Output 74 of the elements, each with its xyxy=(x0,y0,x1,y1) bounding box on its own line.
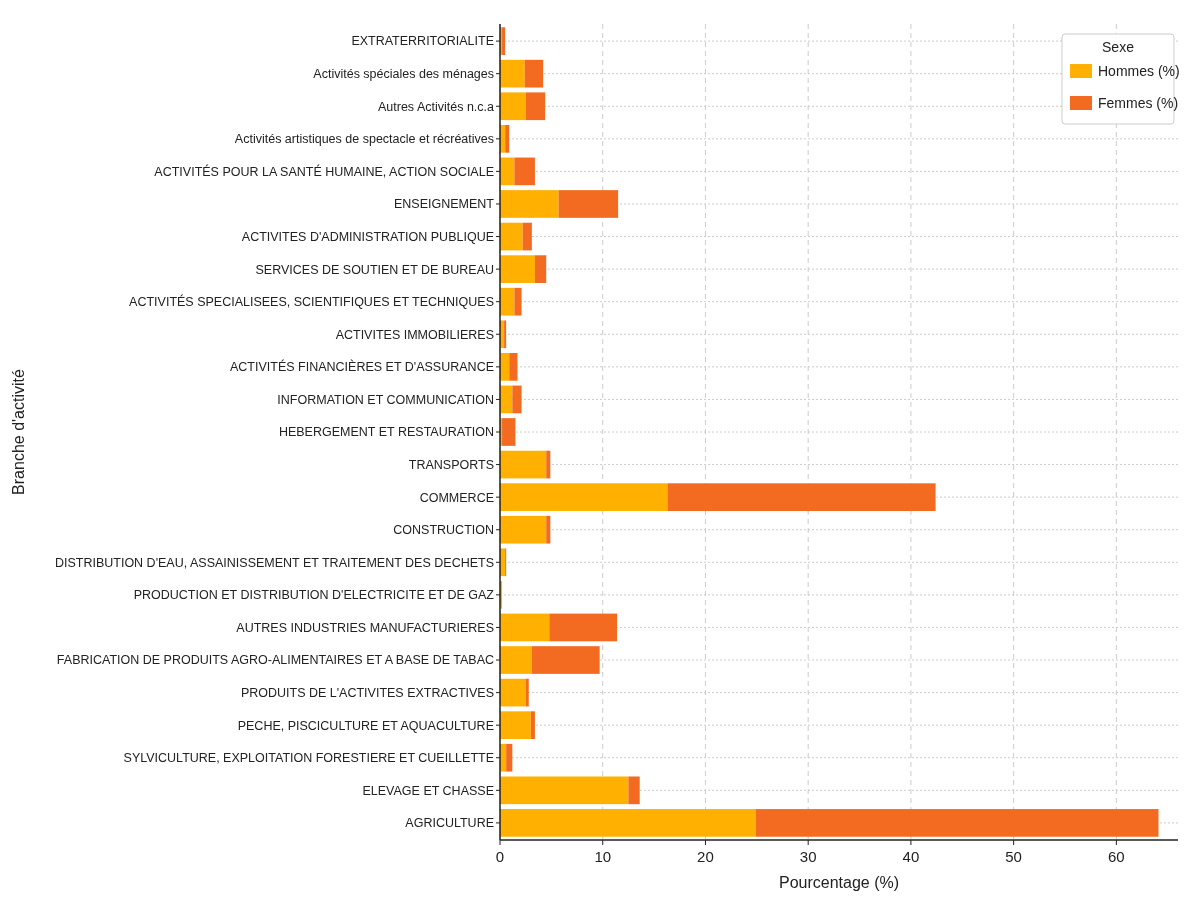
y-tick-label: CONSTRUCTION xyxy=(393,523,494,538)
y-tick-label: ACTIVITÉS SPECIALISEES, SCIENTIFIQUES ET TECHNIQUES xyxy=(129,294,494,310)
bar xyxy=(509,353,518,381)
bar xyxy=(500,287,515,316)
bar xyxy=(500,776,629,805)
y-tick-label: ACTIVITES D'ADMINISTRATION PUBLIQUE xyxy=(241,229,494,244)
y-tick-label: SERVICES DE SOUTIEN ET DE BUREAU xyxy=(255,262,494,277)
y-tick-label: SYLVICULTURE, EXPLOITATION FORESTIERE ET CUEILLETTE xyxy=(123,751,494,766)
y-tick-label: INFORMATION ET COMMUNICATION xyxy=(277,392,494,407)
bar xyxy=(500,515,547,544)
bar xyxy=(531,646,600,674)
y-tick-label: FABRICATION DE PRODUITS AGRO-ALIMENTAIRES ET A BASE DE TABAC xyxy=(56,653,494,668)
bar xyxy=(546,515,551,544)
x-tick-label: 40 xyxy=(902,848,920,865)
bar xyxy=(500,92,526,121)
y-tick-label: TRANSPORTS xyxy=(408,457,494,472)
bar xyxy=(500,613,550,642)
y-tick-label: ELEVAGE ET CHASSE xyxy=(362,783,494,798)
bar xyxy=(505,124,510,153)
bar xyxy=(667,483,936,511)
y-tick-label: AGRICULTURE xyxy=(405,816,494,831)
bar xyxy=(530,711,535,740)
bar xyxy=(524,59,544,88)
y-tick-label: Activités spéciales des ménages xyxy=(313,67,494,82)
y-tick-label: ACTIVITÉS POUR LA SANTÉ HUMAINE, ACTION SOCIALE xyxy=(154,163,494,179)
bar xyxy=(546,450,551,479)
x-tick-label: 0 xyxy=(495,848,505,865)
bar xyxy=(500,483,668,511)
bar xyxy=(500,59,525,88)
bar xyxy=(755,809,1159,837)
bar xyxy=(500,809,756,837)
y-tick-label: COMMERCE xyxy=(419,490,494,505)
y-tick-label: PECHE, PISCICULTURE ET AQUACULTURE xyxy=(237,718,494,733)
y-tick-label: ENSEIGNEMENT xyxy=(393,197,495,212)
bar xyxy=(512,385,522,414)
y-tick-label: Autres Activités n.c.a xyxy=(377,99,495,114)
x-tick-label: 50 xyxy=(1005,848,1022,865)
bar xyxy=(500,255,535,283)
x-tick-label: 30 xyxy=(799,848,817,865)
bar xyxy=(500,450,547,479)
bar xyxy=(506,743,513,772)
bar xyxy=(500,678,526,707)
bar xyxy=(525,92,546,121)
x-tick-label: 20 xyxy=(697,848,714,865)
bar xyxy=(504,320,507,349)
bar xyxy=(500,222,523,251)
y-tick-label: PRODUITS DE L'ACTIVITES EXTRACTIVES xyxy=(240,685,494,700)
y-tick-label: HEBERGEMENT ET RESTAURATION xyxy=(278,425,494,440)
bar xyxy=(558,190,619,218)
legend-label: Hommes (%) xyxy=(1098,62,1180,79)
y-tick-label: ACTIVITÉS FINANCIÈRES ET D'ASSURANCE xyxy=(229,359,494,375)
bar xyxy=(514,287,522,316)
bar xyxy=(549,613,618,642)
bar xyxy=(628,776,640,805)
bar xyxy=(500,190,559,218)
x-tick-label: 10 xyxy=(594,848,612,865)
bar xyxy=(525,678,529,707)
y-tick-label: PRODUCTION ET DISTRIBUTION D'ELECTRICITE ET DE GAZ xyxy=(133,588,495,603)
y-tick-label: Activités artistiques de spectacle et récréatives xyxy=(234,132,494,147)
x-axis-title: Pourcentage (%) xyxy=(778,874,900,891)
bar xyxy=(514,157,535,186)
bar xyxy=(522,222,532,251)
y-tick-label: DISTRIBUTION D'EAU, ASSAINISSEMENT ET TRAITEMENT DES DECHETS xyxy=(54,555,494,570)
y-tick-label: AUTRES INDUSTRIES MANUFACTURIERES xyxy=(236,620,494,635)
bar xyxy=(534,255,547,283)
bar xyxy=(502,418,516,446)
y-axis-title: Branche d'activité xyxy=(10,369,27,495)
legend-title: Sexe xyxy=(1102,39,1135,55)
y-tick-label: ACTIVITES IMMOBILIERES xyxy=(335,327,494,342)
bar xyxy=(500,711,531,740)
bar xyxy=(500,646,532,674)
y-tick-label: EXTRATERRITORIALITE xyxy=(351,34,494,49)
legend-label: Femmes (%) xyxy=(1098,94,1179,111)
x-tick-label: 60 xyxy=(1108,848,1125,865)
